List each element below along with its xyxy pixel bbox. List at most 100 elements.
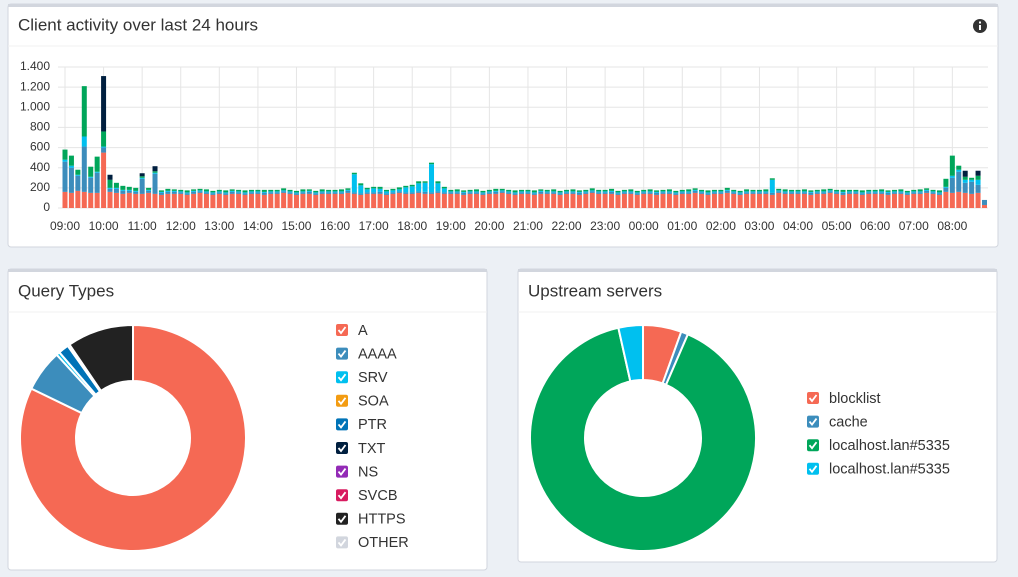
legend-checkbox[interactable] [807, 415, 819, 428]
legend-check[interactable] [337, 420, 347, 429]
bar-segment [602, 189, 608, 192]
bar-segment [448, 191, 454, 193]
panel-border [8, 269, 487, 272]
legend-check[interactable] [337, 373, 347, 382]
legend-label[interactable]: AAAA [358, 346, 397, 362]
bar-segment [429, 164, 435, 193]
bar-segment [750, 189, 756, 192]
legend-check[interactable] [337, 444, 347, 453]
bar-segment [744, 192, 750, 194]
legend-check[interactable] [337, 468, 347, 477]
bar-segment [969, 181, 975, 194]
legend-checkbox[interactable] [807, 462, 819, 475]
info-icon[interactable] [973, 19, 987, 33]
legend-check[interactable] [337, 350, 347, 359]
bar-segment [756, 192, 762, 194]
legend-checkbox[interactable] [336, 465, 348, 478]
bar-segment [81, 86, 87, 137]
bar-segment [248, 191, 254, 193]
legend-label[interactable]: SVCB [358, 488, 398, 504]
legend-label[interactable]: A [358, 323, 368, 339]
legend-checkbox[interactable] [336, 394, 348, 407]
bar-segment [744, 193, 750, 208]
legend-label[interactable]: HTTPS [358, 512, 406, 528]
legend-checkbox[interactable] [336, 512, 348, 525]
bar-segment [113, 192, 119, 208]
legend-checkbox[interactable] [336, 489, 348, 502]
bar-segment [319, 193, 325, 208]
bar-segment [422, 193, 428, 208]
legend-label[interactable]: cache [829, 414, 868, 430]
legend-check[interactable] [337, 538, 347, 547]
legend-label[interactable]: OTHER [358, 535, 409, 551]
legend-label[interactable]: blocklist [829, 391, 881, 407]
legend-label[interactable]: SOA [358, 394, 389, 410]
legend-checkbox[interactable] [807, 392, 819, 404]
bar-segment [531, 194, 537, 208]
bar-segment [486, 192, 492, 194]
bar-segment [628, 189, 634, 192]
legend-check[interactable] [337, 326, 347, 335]
legend-label[interactable]: localhost.lan#5335 [829, 462, 950, 478]
legend-checkbox[interactable] [336, 536, 348, 549]
legend-check[interactable] [808, 465, 818, 474]
legend-checkbox[interactable] [336, 442, 348, 454]
legend-checkbox[interactable] [336, 324, 348, 336]
bar-segment [859, 194, 865, 208]
bar-segment [956, 165, 962, 170]
legend-label[interactable]: NS [358, 464, 378, 480]
info-stem[interactable] [979, 25, 981, 30]
bar-segment [101, 147, 107, 153]
bar-segment [416, 191, 422, 193]
bar-segment [512, 190, 518, 193]
legend-checkbox[interactable] [807, 439, 819, 452]
bar-segment [364, 193, 370, 208]
y-tick-label: 1.200 [20, 79, 50, 93]
info-dot[interactable] [979, 21, 981, 24]
bar-segment [789, 192, 795, 194]
legend-check[interactable] [337, 515, 347, 524]
bar-segment [756, 189, 762, 192]
legend-check[interactable] [337, 397, 347, 406]
bar-segment [808, 191, 814, 193]
legend-check[interactable] [808, 394, 818, 403]
x-tick-label: 16:00 [320, 219, 350, 233]
legend-label[interactable]: TXT [358, 441, 386, 457]
legend-label[interactable]: PTR [358, 417, 387, 433]
legend-check[interactable] [337, 491, 347, 500]
bar-segment [210, 192, 216, 194]
bar-segment [390, 193, 396, 208]
bar-segment [769, 179, 775, 193]
legend-label[interactable]: SRV [358, 370, 388, 386]
bar-segment [737, 192, 743, 194]
bar-segment [351, 172, 357, 175]
bar-segment [248, 189, 254, 192]
legend-label[interactable]: localhost.lan#5335 [829, 438, 950, 454]
bar-segment [351, 174, 357, 193]
bar-segment [120, 190, 126, 194]
legend-check[interactable] [808, 418, 818, 427]
bar-segment [898, 193, 904, 208]
bar-segment [499, 191, 505, 193]
bar-segment [429, 192, 435, 194]
bar-segment [409, 184, 415, 187]
bar-segment [113, 188, 119, 193]
bar-segment [564, 191, 570, 193]
bar-segment [949, 175, 955, 178]
bar-segment [891, 191, 897, 193]
bar-segment [139, 178, 145, 194]
legend-checkbox[interactable] [336, 371, 348, 384]
bar-segment [62, 161, 68, 192]
bar-segment [557, 194, 563, 208]
bar-segment [178, 193, 184, 208]
bar-segment [621, 191, 627, 193]
bar-segment [904, 193, 910, 195]
legend-checkbox[interactable] [336, 347, 348, 360]
bar-segment [281, 190, 287, 192]
bar-segment [956, 191, 962, 208]
legend-checkbox[interactable] [336, 418, 348, 431]
bar-segment [936, 193, 942, 195]
bar-segment [158, 194, 164, 208]
legend-check[interactable] [808, 441, 818, 450]
